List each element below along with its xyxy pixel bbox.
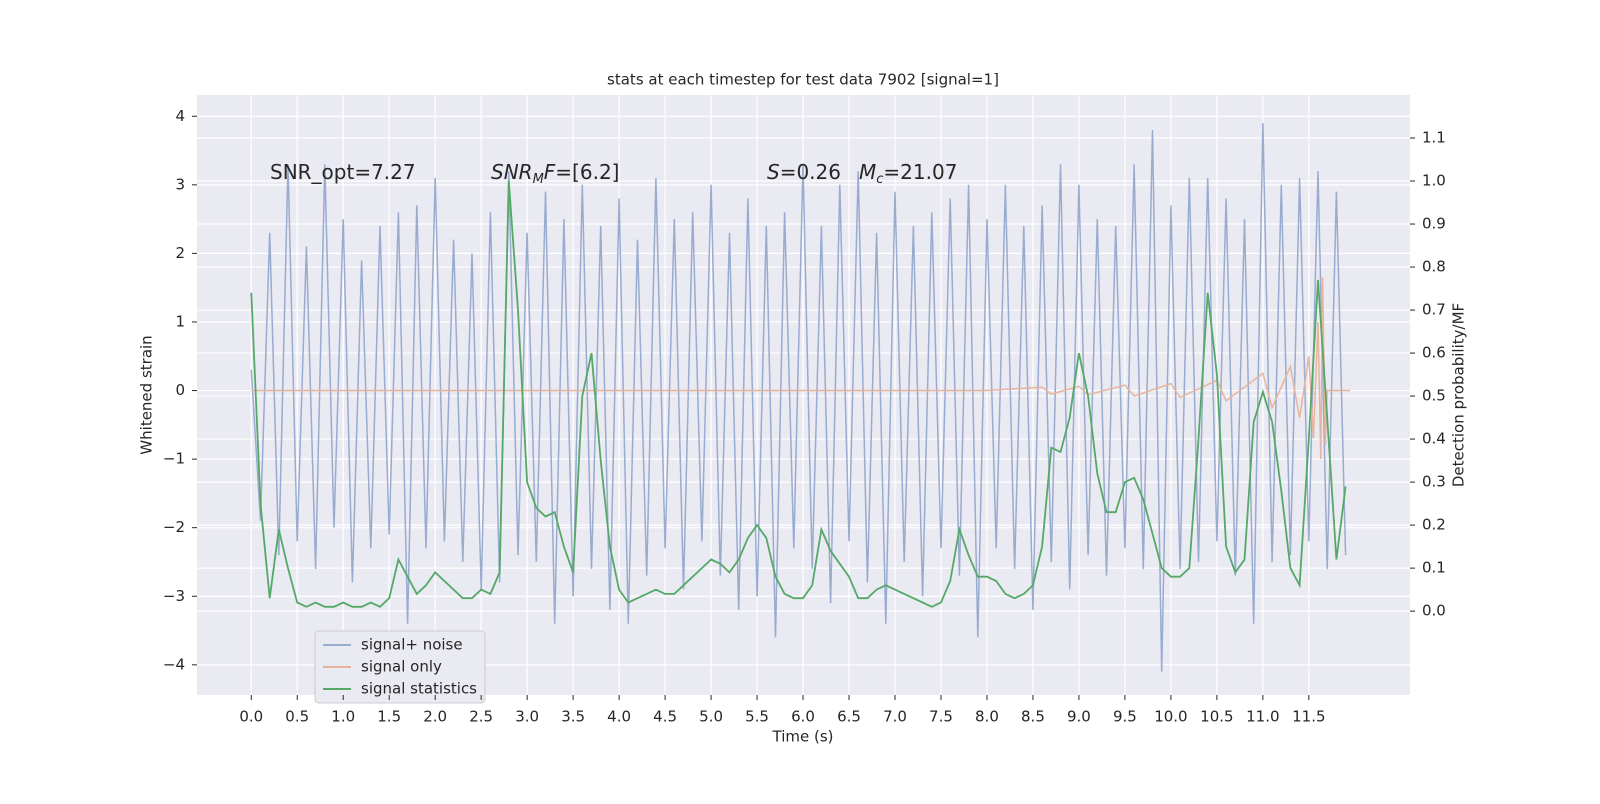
x-tick-label: 8.0 (975, 708, 999, 726)
x-tick-label: 3.5 (561, 708, 585, 726)
y-tick-label: 0 (175, 381, 185, 399)
x-tick-label: 5.0 (699, 708, 723, 726)
x-tick-label: 11.5 (1292, 708, 1325, 726)
y2-tick-label: 0.8 (1422, 258, 1446, 276)
annotation-part: SNR (491, 160, 533, 184)
x-tick-label: 1.0 (331, 708, 355, 726)
y-tick-label: 2 (175, 244, 185, 262)
legend-label: signal statistics (361, 680, 477, 698)
y2-tick-label: 0.1 (1422, 559, 1446, 577)
series-line (250, 180, 1347, 608)
annotation-part: M (533, 172, 544, 187)
y2-tick-label: 1.1 (1422, 129, 1446, 147)
x-tick-label: 4.5 (653, 708, 677, 726)
annotation-part: c (876, 172, 883, 187)
annotation-part: S (767, 160, 780, 184)
y-tick-label: −2 (163, 518, 185, 536)
y-axis-label: Whitened strain (138, 335, 156, 454)
series-line (250, 123, 1347, 672)
annotation: SNRMF=[6.2] (491, 160, 619, 187)
y2-tick-label: 0.5 (1422, 387, 1446, 405)
y-tick-label: 3 (175, 175, 185, 193)
legend: signal+ noise signal only signal statistic… (314, 630, 486, 704)
annotation: S=0.26 (767, 160, 841, 184)
x-tick-label: 1.5 (377, 708, 401, 726)
x-tick-label: 3.0 (515, 708, 539, 726)
y2-tick-label: 0.2 (1422, 516, 1446, 534)
x-tick-label: 2.0 (423, 708, 447, 726)
x-tick-label: 4.0 (607, 708, 631, 726)
y-tick-label: 1 (175, 312, 185, 330)
y2-tick-label: 0.9 (1422, 215, 1446, 233)
y2-axis-label: Detection probability/MF (1450, 303, 1468, 487)
y2-tick-label: 1.0 (1422, 172, 1446, 190)
x-tick-label: 0.5 (285, 708, 309, 726)
y-tick-label: −3 (163, 587, 185, 605)
x-tick-label: 6.5 (837, 708, 861, 726)
marks (250, 123, 1351, 672)
x-tick-label: 0.0 (239, 708, 263, 726)
x-axis-label: Time (s) (772, 728, 834, 746)
y2-tick-label: 0.7 (1422, 301, 1446, 319)
x-tick-label: 2.5 (469, 708, 493, 726)
annotation-part: F (544, 160, 556, 184)
legend-label: signal+ noise (361, 636, 463, 654)
x-tick-label: 7.5 (929, 708, 953, 726)
x-tick-label: 11.0 (1246, 708, 1279, 726)
x-tick-label: 6.0 (791, 708, 815, 726)
annotation-part: =0.26 (780, 160, 841, 184)
y2-tick-label: 0.0 (1422, 602, 1446, 620)
annotation-part: SNR_opt=7.27 (270, 160, 416, 184)
x-tick-label: 9.0 (1067, 708, 1091, 726)
y-tick-label: 4 (175, 107, 185, 125)
annotation: SNR_opt=7.27 (270, 160, 416, 184)
x-tick-label: 9.5 (1113, 708, 1137, 726)
x-tick-label: 10.0 (1154, 708, 1187, 726)
x-tick-label: 5.5 (745, 708, 769, 726)
legend-box (314, 630, 486, 704)
x-tick-label: 8.5 (1021, 708, 1045, 726)
y-tick-label: −1 (163, 450, 185, 468)
y2-tick-label: 0.3 (1422, 473, 1446, 491)
y2-tick-label: 0.4 (1422, 430, 1446, 448)
annotation-part: =[6.2] (555, 160, 619, 184)
annotation: Mc=21.07 (859, 160, 957, 187)
chart-title: stats at each timestep for test data 790… (607, 71, 999, 89)
x-tick-label: 10.5 (1200, 708, 1233, 726)
annotation-part: =21.07 (883, 160, 957, 184)
y-tick-label: −4 (163, 655, 185, 673)
x-tick-label: 7.0 (883, 708, 907, 726)
y2-tick-label: 0.6 (1422, 344, 1446, 362)
annotation-part: M (859, 160, 876, 184)
legend-label: signal only (361, 658, 442, 676)
